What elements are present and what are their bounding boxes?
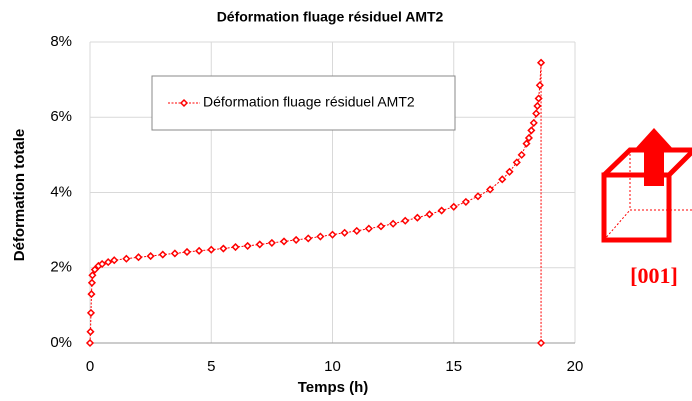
- data-point: [182, 247, 192, 257]
- data-point: [498, 175, 507, 184]
- data-point: [524, 133, 533, 143]
- data-point: [207, 245, 216, 254]
- data-point: [170, 249, 179, 258]
- data-point: [536, 58, 546, 67]
- data-point: [401, 216, 410, 225]
- data-point: [522, 139, 531, 148]
- data-point: [146, 252, 155, 261]
- data-point: [532, 109, 541, 118]
- data-point: [533, 101, 542, 111]
- data-point: [389, 219, 398, 228]
- data-point: [231, 242, 240, 252]
- data-point: [505, 167, 514, 176]
- data-point: [316, 232, 325, 241]
- data-point: [134, 253, 143, 262]
- y-axis-title: Déformation totale: [11, 129, 28, 262]
- data-point: [413, 213, 422, 222]
- data-point: [527, 126, 536, 135]
- x-tick-label: 5: [207, 358, 215, 375]
- data-point: [340, 228, 349, 237]
- load-arrow: [634, 128, 674, 186]
- y-tick-label: 2%: [50, 259, 72, 276]
- legend-marker: [179, 98, 189, 108]
- data-point: [473, 192, 483, 201]
- data-point: [85, 338, 95, 348]
- data-point: [279, 237, 289, 246]
- data-point: [122, 254, 131, 263]
- data-point: [255, 240, 264, 249]
- data-point: [536, 338, 546, 348]
- data-point: [461, 197, 470, 206]
- y-tick-label: 0%: [50, 334, 72, 351]
- data-point: [110, 256, 119, 265]
- data-point: [304, 234, 313, 243]
- data-point: [98, 259, 107, 269]
- data-point: [437, 206, 446, 215]
- data-point: [87, 290, 96, 299]
- data-point: [425, 210, 434, 219]
- data-point: [87, 278, 97, 287]
- data-point: [534, 94, 543, 103]
- legend: Déformation fluage résiduel AMT2: [151, 75, 456, 131]
- data-point: [88, 271, 97, 280]
- data-point: [328, 230, 337, 239]
- data-point: [86, 327, 95, 336]
- y-tick-label: 8%: [50, 33, 72, 50]
- x-tick-label: 15: [445, 358, 462, 375]
- data-point: [364, 224, 373, 233]
- data-point: [243, 241, 252, 250]
- data-point: [292, 235, 301, 244]
- data-point: [486, 185, 495, 194]
- data-point: [512, 158, 521, 167]
- data-point: [86, 308, 96, 317]
- chart-title: Déformation fluage résiduel AMT2: [217, 9, 444, 25]
- x-tick-label: 10: [324, 358, 341, 375]
- y-tick-label: 6%: [50, 108, 72, 125]
- data-point: [352, 226, 361, 235]
- data-point: [195, 246, 204, 255]
- data-point: [376, 222, 386, 231]
- legend-label: Déformation fluage résiduel AMT2: [203, 94, 415, 110]
- x-tick-label: 20: [567, 358, 584, 375]
- data-point: [219, 244, 228, 253]
- y-tick-label: 4%: [50, 183, 72, 200]
- legend-box: [151, 75, 456, 131]
- data-point: [517, 150, 526, 159]
- series-line: [89, 62, 542, 344]
- data-point: [90, 265, 99, 274]
- data-point: [104, 258, 113, 267]
- data-point: [529, 118, 538, 127]
- orientation-label: [001]: [630, 263, 678, 288]
- data-point: [158, 250, 167, 259]
- x-axis-title: Temps (h): [298, 379, 369, 396]
- data-point: [449, 202, 458, 211]
- data-point: [535, 81, 544, 90]
- x-tick-label: 0: [86, 358, 94, 375]
- data-point: [267, 238, 276, 247]
